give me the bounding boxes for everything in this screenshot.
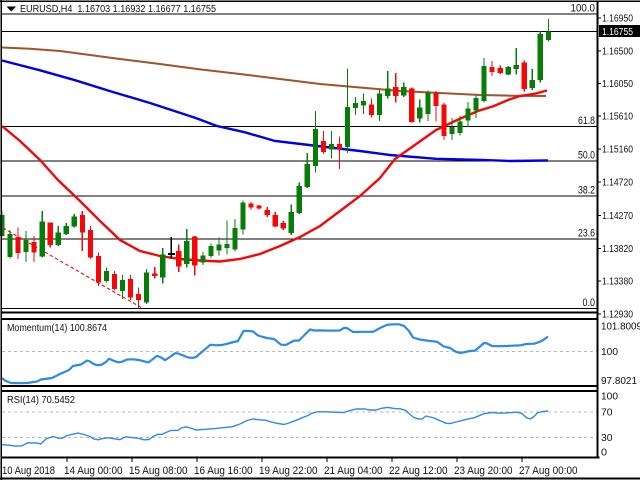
svg-text:EURUSD,H4 1.16703 1.16932 1.1: EURUSD,H4 1.16703 1.16932 1.16677 1.1675… bbox=[20, 4, 216, 15]
svg-text:30: 30 bbox=[601, 433, 613, 444]
svg-text:97.8021: 97.8021 bbox=[601, 376, 637, 387]
svg-text:1.15610: 1.15610 bbox=[602, 112, 633, 123]
svg-text:19 Aug 22:00: 19 Aug 22:00 bbox=[259, 465, 318, 477]
svg-text:0.0: 0.0 bbox=[583, 297, 596, 309]
svg-text:1.16950: 1.16950 bbox=[602, 14, 633, 25]
svg-text:1.16050: 1.16050 bbox=[602, 79, 633, 90]
svg-text:1.15160: 1.15160 bbox=[602, 145, 633, 156]
svg-text:22 Aug 12:00: 22 Aug 12:00 bbox=[389, 465, 448, 477]
svg-text:1.16500: 1.16500 bbox=[602, 47, 633, 58]
svg-text:1.16755: 1.16755 bbox=[602, 27, 633, 38]
svg-text:61.8: 61.8 bbox=[578, 115, 595, 127]
svg-text:Momentum(14) 100.8674: Momentum(14) 100.8674 bbox=[7, 323, 107, 334]
svg-text:27 Aug 00:00: 27 Aug 00:00 bbox=[519, 465, 578, 477]
svg-text:100: 100 bbox=[601, 392, 618, 403]
svg-text:21 Aug 04:00: 21 Aug 04:00 bbox=[324, 465, 383, 477]
svg-text:1.13820: 1.13820 bbox=[602, 244, 633, 255]
svg-text:23.6: 23.6 bbox=[578, 228, 595, 240]
svg-text:101.8009: 101.8009 bbox=[601, 322, 640, 333]
svg-text:16 Aug 16:00: 16 Aug 16:00 bbox=[194, 465, 253, 477]
svg-text:70: 70 bbox=[601, 407, 613, 418]
svg-text:100: 100 bbox=[601, 347, 618, 358]
svg-text:15 Aug 08:00: 15 Aug 08:00 bbox=[129, 465, 188, 477]
svg-text:38.2: 38.2 bbox=[578, 185, 595, 197]
svg-text:10 Aug 2018: 10 Aug 2018 bbox=[2, 465, 55, 477]
svg-text:23 Aug 20:00: 23 Aug 20:00 bbox=[454, 465, 513, 477]
svg-text:100.0: 100.0 bbox=[571, 3, 596, 15]
svg-text:RSI(14) 70.5452: RSI(14) 70.5452 bbox=[7, 395, 75, 406]
svg-text:1.14270: 1.14270 bbox=[602, 211, 633, 222]
svg-text:0: 0 bbox=[601, 448, 607, 459]
svg-text:14 Aug 00:00: 14 Aug 00:00 bbox=[64, 465, 123, 477]
svg-text:1.13380: 1.13380 bbox=[602, 277, 633, 288]
svg-text:1.12930: 1.12930 bbox=[602, 310, 633, 321]
svg-text:1.14720: 1.14720 bbox=[602, 178, 633, 189]
svg-text:50.0: 50.0 bbox=[578, 150, 595, 162]
